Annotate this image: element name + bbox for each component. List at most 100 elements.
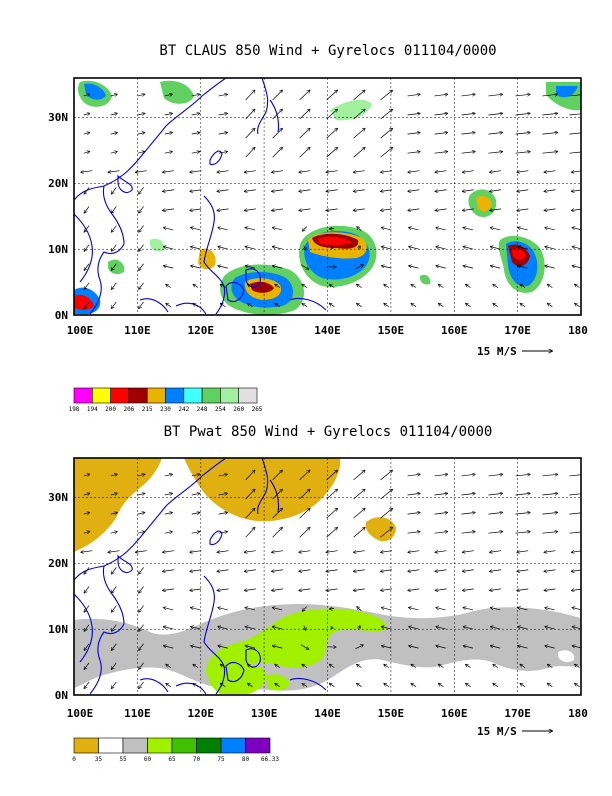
wind-vector <box>219 113 227 115</box>
wind-vector <box>112 302 117 308</box>
lon-tick-label: 100E <box>67 324 94 337</box>
wind-vector <box>164 608 174 610</box>
wind-vector <box>108 551 119 553</box>
wind-vector <box>461 532 474 534</box>
wind-vector <box>166 684 171 687</box>
wind-vector <box>357 284 362 287</box>
wind-vector <box>466 664 471 667</box>
wind-vector <box>354 470 365 480</box>
wind-vector <box>408 551 419 553</box>
wind-vector <box>408 209 419 211</box>
wind-vector <box>302 304 307 307</box>
colorbar-swatch <box>166 388 184 403</box>
wind-vector <box>384 684 389 687</box>
wind-vector <box>326 209 337 211</box>
wind-vector <box>435 152 448 154</box>
colorbar-label: 254 <box>215 406 226 413</box>
wind-vector <box>354 90 365 100</box>
lat-tick-label: 30N <box>48 111 68 124</box>
wind-vector <box>81 551 92 553</box>
wind-vector <box>192 532 200 534</box>
wind-vector <box>354 570 365 572</box>
wind-vector <box>463 228 473 230</box>
wind-vector <box>544 551 555 553</box>
wind-vector <box>112 606 117 612</box>
wind-vector <box>300 148 310 158</box>
colorbar-label: 215 <box>142 406 153 413</box>
wind-vector <box>193 284 198 287</box>
colorbar-label: 260 <box>233 406 244 413</box>
wind-vector <box>463 570 474 572</box>
wind-vector <box>327 90 338 100</box>
wind-vector <box>488 113 502 115</box>
wind-vector <box>190 551 201 553</box>
wind-vector <box>542 474 557 476</box>
wind-vector <box>463 190 474 192</box>
colorbar-label: 80 <box>242 756 250 763</box>
lon-tick-label: 140E <box>314 707 341 720</box>
wind-vector <box>382 228 392 230</box>
wind-vector <box>354 589 365 591</box>
colorbar-label: 198 <box>69 406 80 413</box>
colorbar-label: 70 <box>193 756 201 763</box>
wind-vector <box>436 228 446 230</box>
wind-vector <box>520 304 525 307</box>
wind-vector <box>299 209 310 211</box>
wind-vector <box>165 113 172 115</box>
wind-vector <box>542 152 557 154</box>
wind-vector <box>245 228 255 230</box>
wind-vector <box>138 94 145 96</box>
wind-vector <box>517 570 528 572</box>
wind-vector <box>191 228 201 230</box>
wind-vector <box>299 190 310 192</box>
colorbar-swatch <box>202 388 220 403</box>
wind-vector <box>354 148 365 158</box>
colorbar-swatch <box>197 738 222 753</box>
lat-tick-label: 10N <box>48 243 68 256</box>
lat-tick-labels: 30N 20N 10N 0N <box>48 491 68 702</box>
lon-tick-labels: 100E 110E 120E 130E 140E 150E 160E 170E … <box>67 324 588 337</box>
wind-vector <box>300 109 310 119</box>
lat-tick-label: 20N <box>48 557 68 570</box>
colorbar-label: 265 <box>252 406 263 413</box>
wind-vector <box>165 493 172 495</box>
wind-vector <box>326 570 337 572</box>
wind-vector <box>354 171 365 173</box>
wind-vector <box>461 152 474 154</box>
panel-title-pwat: BT Pwat 850 Wind + Gyrelocs 011104/0000 <box>164 424 493 440</box>
wind-vector <box>354 190 365 192</box>
wind-vector <box>461 94 474 96</box>
colorbar-swatch <box>92 388 110 403</box>
wind-vector <box>518 228 528 230</box>
lon-tick-label: 160E <box>441 707 468 720</box>
lat-lon-grid <box>74 78 581 315</box>
colorbar-label: 35 <box>95 756 103 763</box>
wind-vector <box>435 133 448 135</box>
wind-vector <box>84 586 89 592</box>
lon-tick-label: 180 <box>568 707 588 720</box>
lon-tick-label: 170E <box>504 707 531 720</box>
wind-vector <box>575 284 580 287</box>
map-panel-claus <box>74 78 585 315</box>
wind-vector <box>520 684 525 687</box>
wind-vector <box>303 227 307 231</box>
wind-vector <box>488 513 502 515</box>
wind-vector <box>548 284 553 287</box>
wind-vector <box>409 228 419 230</box>
wind-vector <box>139 606 144 612</box>
colorbar-label: 60 <box>144 756 152 763</box>
wind-vector <box>300 528 310 538</box>
colorbar-swatch <box>239 388 257 403</box>
wind-vector <box>517 209 528 211</box>
wind-vector <box>112 187 117 193</box>
colorbar-swatch <box>148 738 173 753</box>
wind-vector <box>219 94 227 96</box>
wind-vector <box>192 133 200 135</box>
wind-vector <box>218 247 228 249</box>
wind-vector <box>544 209 555 211</box>
lat-tick-label: 30N <box>48 491 68 504</box>
wind-vector <box>217 190 228 192</box>
wind-vector <box>163 551 174 553</box>
